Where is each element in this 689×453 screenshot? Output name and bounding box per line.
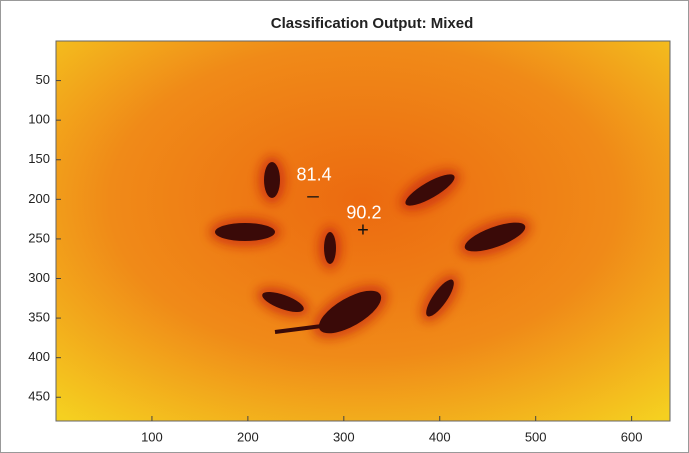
y-tick-label: 400: [28, 349, 50, 364]
marker: _: [307, 177, 320, 199]
seeds: [215, 162, 526, 334]
x-tick-label: 200: [237, 429, 259, 444]
x-tick-label: 600: [621, 429, 643, 444]
annotation: 81.4: [297, 164, 332, 184]
y-tick-label: 350: [28, 310, 50, 325]
y-tick-label: 150: [28, 151, 50, 166]
y-tick-label: 250: [28, 230, 50, 245]
x-tick-label: 100: [141, 429, 163, 444]
y-tick-label: 50: [36, 72, 50, 87]
chart-title: Classification Output: Mixed: [271, 15, 474, 32]
x-tick-label: 300: [333, 429, 355, 444]
y-tick-label: 100: [28, 112, 50, 127]
image-area: [55, 40, 671, 422]
annotation: 90.2: [346, 202, 381, 222]
y-tick-label: 300: [28, 270, 50, 285]
y-tick-label: 200: [28, 191, 50, 206]
y-tick-label: 450: [28, 389, 50, 404]
marker: +: [357, 219, 369, 241]
x-tick-label: 400: [429, 429, 451, 444]
x-tick-label: 500: [525, 429, 547, 444]
